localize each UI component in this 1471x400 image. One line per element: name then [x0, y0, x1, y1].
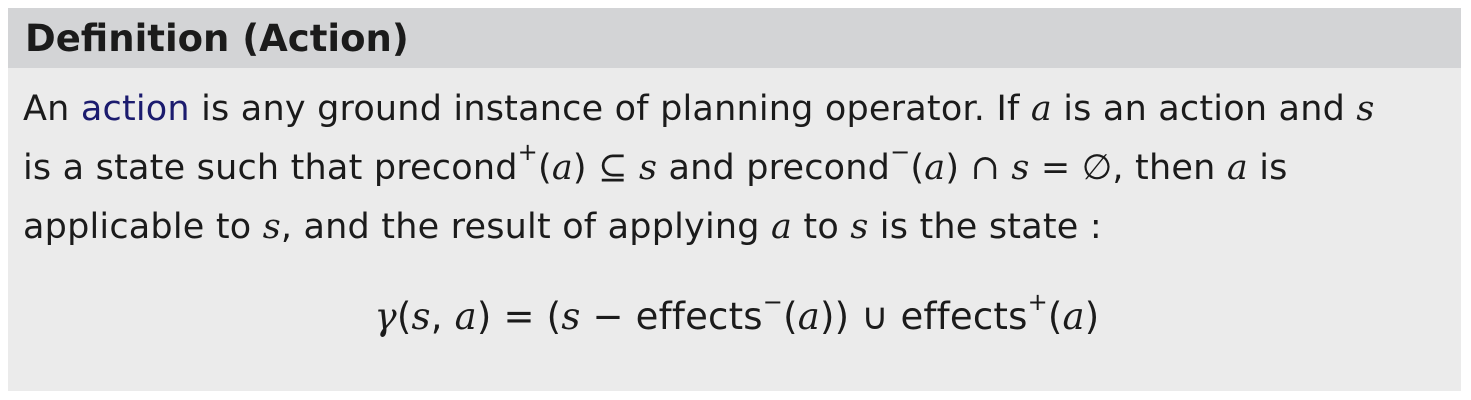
paren: ( — [910, 148, 924, 188]
paren: ( — [538, 148, 552, 188]
sup-minus: − — [890, 138, 910, 166]
definition-body: An action is any ground instance of plan… — [8, 68, 1461, 346]
definition-title: Definition (Action) — [8, 8, 1461, 68]
cap-symbol: ∩ — [959, 148, 1011, 188]
text-segment: , then — [1112, 148, 1226, 188]
text-segment: applicable to — [23, 207, 263, 247]
effects-label: effects — [900, 295, 1027, 338]
definition-block: Definition (Action) An action is any gro… — [8, 8, 1461, 391]
math-a: a — [798, 295, 820, 338]
math-s: s — [412, 295, 431, 338]
math-s: s — [639, 148, 657, 188]
math-s: s — [263, 207, 281, 247]
math-s: s — [850, 207, 868, 247]
text-segment: is a state such that precond — [23, 148, 518, 188]
paren: ( — [783, 295, 798, 338]
math-a: a — [1063, 295, 1085, 338]
formula-op: ) = ( — [477, 295, 561, 338]
math-s: s — [1356, 89, 1374, 129]
formula-op: )) ∪ — [820, 295, 900, 338]
paren: ) — [1085, 295, 1100, 338]
math-s: s — [1011, 148, 1029, 188]
paren: ( — [397, 295, 412, 338]
math-a: a — [1031, 89, 1052, 129]
term-action: action — [81, 89, 190, 129]
sup-minus: − — [763, 288, 783, 316]
math-a: a — [552, 148, 573, 188]
text-segment: , and the result of applying — [281, 207, 771, 247]
definition-text: An action is any ground instance of plan… — [23, 80, 1451, 257]
math-s: s — [561, 295, 580, 338]
text-segment: to — [792, 207, 850, 247]
subseteq-symbol: ⊆ — [587, 148, 639, 188]
comma: , — [431, 295, 455, 338]
math-a: a — [1227, 148, 1248, 188]
sup-plus: + — [1028, 288, 1048, 316]
effects-label: effects — [636, 295, 763, 338]
text-segment: is any ground instance of planning opera… — [190, 89, 1031, 129]
text-segment: and precond — [657, 148, 890, 188]
math-a: a — [924, 148, 945, 188]
equals-empty-set: = ∅ — [1030, 148, 1113, 188]
paren: ) — [573, 148, 587, 188]
minus-symbol: − — [581, 295, 636, 338]
display-formula: γ(s, a) = (s − effects−(a)) ∪ effects+(a… — [23, 287, 1451, 346]
text-segment: is an action and — [1052, 89, 1356, 129]
text-segment: is — [1248, 148, 1288, 188]
math-a: a — [771, 207, 792, 247]
gamma-symbol: γ — [375, 295, 397, 338]
sup-plus: + — [518, 138, 538, 166]
paren: ( — [1048, 295, 1063, 338]
math-a: a — [455, 295, 477, 338]
text-segment: is the state : — [868, 207, 1101, 247]
paren: ) — [945, 148, 959, 188]
text-segment: An — [23, 89, 81, 129]
